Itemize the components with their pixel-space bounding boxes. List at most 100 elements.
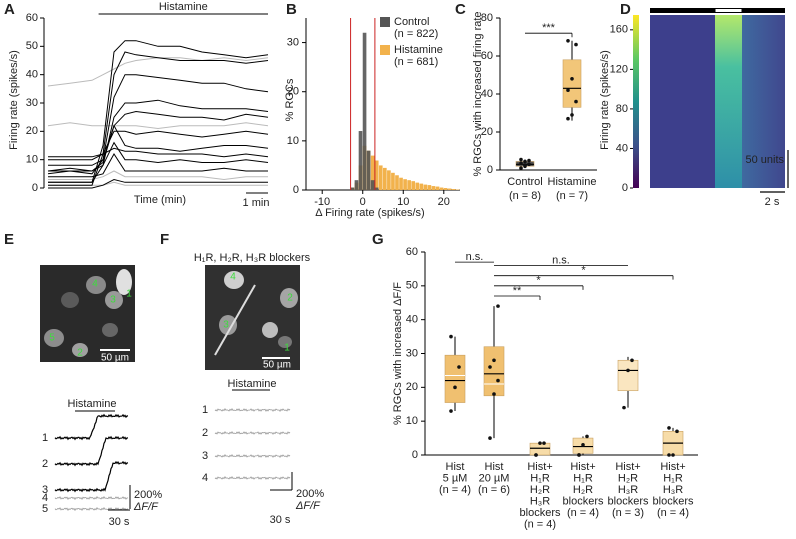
panel-letter: A (4, 1, 15, 18)
y-tick-label: 20 (26, 125, 38, 137)
y-tick-label: 40 (406, 314, 418, 326)
calcium-trace (214, 476, 291, 480)
hist-bar (419, 183, 424, 190)
panel-letter: G (372, 231, 384, 248)
category-label: H₂R (530, 484, 550, 496)
hist-bar (435, 186, 440, 190)
legend-swatch (380, 45, 390, 55)
category-label: H₁R (530, 472, 550, 484)
y-tick-label: 80 (481, 12, 493, 24)
hist-bar (387, 170, 391, 190)
colorbar-label: 160 (610, 24, 628, 36)
hist-bar (451, 189, 456, 190)
axis-label: Firing rate (spikes/s) (599, 50, 611, 150)
trace (48, 141, 269, 172)
legend-label: (n = 822) (394, 28, 438, 40)
trace-label: 3 (42, 484, 48, 496)
axis-label: Time (min) (134, 194, 186, 206)
data-point (671, 453, 675, 457)
data-point (622, 405, 626, 410)
micrograph (40, 265, 135, 362)
category-label: (n = 4) (439, 484, 471, 496)
calcium-trace (214, 454, 291, 458)
category-label: (n = 8) (509, 190, 541, 202)
data-point (519, 161, 523, 166)
calcium-trace (54, 413, 129, 441)
trace (48, 99, 269, 183)
colorbar-label: 80 (616, 103, 628, 115)
trace-label: 4 (202, 472, 208, 484)
hist-bar (407, 180, 411, 190)
trace (47, 122, 269, 130)
colorbar-label: 120 (610, 63, 628, 75)
calcium-trace (214, 408, 291, 412)
data-point (488, 365, 492, 369)
hist-bar (366, 150, 371, 190)
cell-label: 3 (110, 295, 116, 306)
trace (48, 130, 269, 161)
y-tick-label: 40 (481, 88, 493, 100)
data-point (667, 426, 671, 430)
trace-label: 1 (202, 404, 208, 416)
category-label: Hist+ (527, 461, 552, 473)
x-tick-label: 20 (438, 196, 450, 208)
trace (48, 178, 268, 189)
category-label: (n = 6) (478, 484, 510, 496)
scale-label: 50 µm (101, 353, 129, 364)
hist-bar (383, 167, 387, 190)
category-label: blockers (653, 495, 694, 507)
scale-label: 50 units (745, 154, 784, 166)
stimulus-label: Histamine (68, 398, 117, 410)
colorbar-label: 40 (616, 142, 628, 154)
data-point (523, 159, 527, 164)
cell-label: 2 (77, 348, 83, 359)
box (444, 354, 466, 403)
category-label: blockers (608, 495, 649, 507)
data-point (492, 392, 496, 396)
scale-label: 200% (134, 489, 162, 501)
cell-label: 4 (92, 279, 98, 290)
hist-bar (378, 165, 383, 190)
data-point (574, 42, 578, 47)
category-label: H₂R (618, 472, 638, 484)
category-label: blockers (563, 495, 604, 507)
scale-label: 1 min (243, 197, 270, 209)
heatmap (633, 8, 789, 193)
box (483, 346, 505, 397)
panel-letter: D (620, 1, 631, 18)
hist-bar (423, 184, 428, 190)
y-tick-label: 50 (406, 280, 418, 292)
trace (48, 124, 269, 166)
hist-bar (395, 175, 399, 190)
hist-bar (391, 172, 395, 190)
y-tick-label: 10 (287, 135, 299, 147)
panel-letter: E (4, 231, 14, 248)
trace (48, 51, 269, 186)
calcium-trace (54, 460, 129, 493)
hist-bar (443, 188, 448, 190)
box (617, 359, 639, 392)
calcium-trace (54, 496, 129, 501)
data-point (566, 88, 570, 92)
micrograph (205, 265, 300, 370)
y-tick-label: 20 (406, 381, 418, 393)
trace (47, 57, 269, 87)
significance-label: *** (542, 22, 556, 34)
category-label: H₁R (573, 472, 593, 484)
data-point (527, 158, 531, 163)
hist-bar (403, 179, 407, 190)
y-tick-label: 10 (26, 154, 38, 166)
data-point (585, 434, 589, 439)
y-tick-label: 30 (26, 97, 38, 109)
x-tick-label: -10 (314, 196, 330, 208)
box (562, 59, 582, 108)
panel-letter: F (160, 231, 169, 248)
y-tick-label: 20 (287, 86, 299, 98)
hist-bar (415, 182, 420, 190)
category-label: 5 µM (443, 472, 468, 484)
category-label: H₂R (573, 484, 593, 496)
scale-label: 30 s (270, 514, 291, 526)
axis-label: % RGCs with increased ΔF/F (392, 282, 404, 425)
hist-bar (411, 181, 416, 190)
hist-bar (374, 160, 379, 190)
